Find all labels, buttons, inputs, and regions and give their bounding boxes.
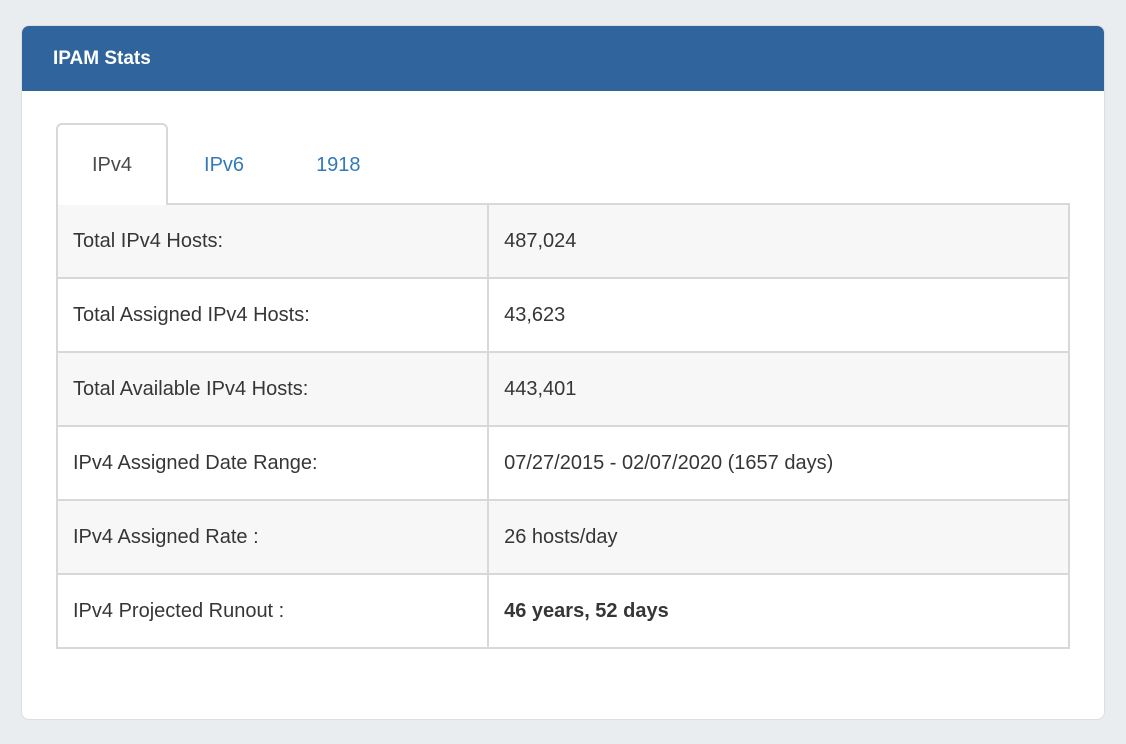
panel-title: IPAM Stats bbox=[53, 47, 151, 69]
tab-ipv4[interactable]: IPv4 bbox=[56, 123, 169, 205]
stat-label: Total IPv4 Hosts: bbox=[55, 203, 490, 279]
stats-table: Total IPv4 Hosts: 487,024 Total Assigned… bbox=[55, 203, 1070, 649]
stat-value: 26 hosts/day bbox=[487, 499, 1070, 575]
stat-label: Total Assigned IPv4 Hosts: bbox=[55, 277, 490, 353]
ipam-stats-panel: IPAM Stats IPv4 IPv6 1918 Total IPv4 Hos… bbox=[21, 25, 1105, 720]
table-row: IPv4 Projected Runout : 46 years, 52 day… bbox=[55, 573, 1070, 649]
stat-label: IPv4 Projected Runout : bbox=[55, 573, 490, 649]
stat-value: 487,024 bbox=[487, 203, 1070, 279]
stat-value: 43,623 bbox=[487, 277, 1070, 353]
table-row: Total IPv4 Hosts: 487,024 bbox=[55, 203, 1070, 279]
stat-value: 46 years, 52 days bbox=[487, 573, 1070, 649]
tab-1918[interactable]: 1918 bbox=[316, 154, 361, 176]
table-row: Total Available IPv4 Hosts: 443,401 bbox=[55, 351, 1070, 427]
tab-ipv6[interactable]: IPv6 bbox=[204, 154, 245, 176]
panel-header: IPAM Stats bbox=[22, 26, 1104, 91]
panel-body: IPv4 IPv6 1918 Total IPv4 Hosts: 487,024… bbox=[22, 91, 1104, 717]
stat-label: IPv4 Assigned Rate : bbox=[55, 499, 490, 575]
stat-value: 07/27/2015 - 02/07/2020 (1657 days) bbox=[487, 425, 1070, 501]
stat-label: Total Available IPv4 Hosts: bbox=[55, 351, 490, 427]
table-row: IPv4 Assigned Date Range: 07/27/2015 - 0… bbox=[55, 425, 1070, 501]
stat-label: IPv4 Assigned Date Range: bbox=[55, 425, 490, 501]
table-row: Total Assigned IPv4 Hosts: 43,623 bbox=[55, 277, 1070, 353]
table-row: IPv4 Assigned Rate : 26 hosts/day bbox=[55, 499, 1070, 575]
tab-bar: IPv4 IPv6 1918 bbox=[56, 123, 1070, 205]
stat-value: 443,401 bbox=[487, 351, 1070, 427]
